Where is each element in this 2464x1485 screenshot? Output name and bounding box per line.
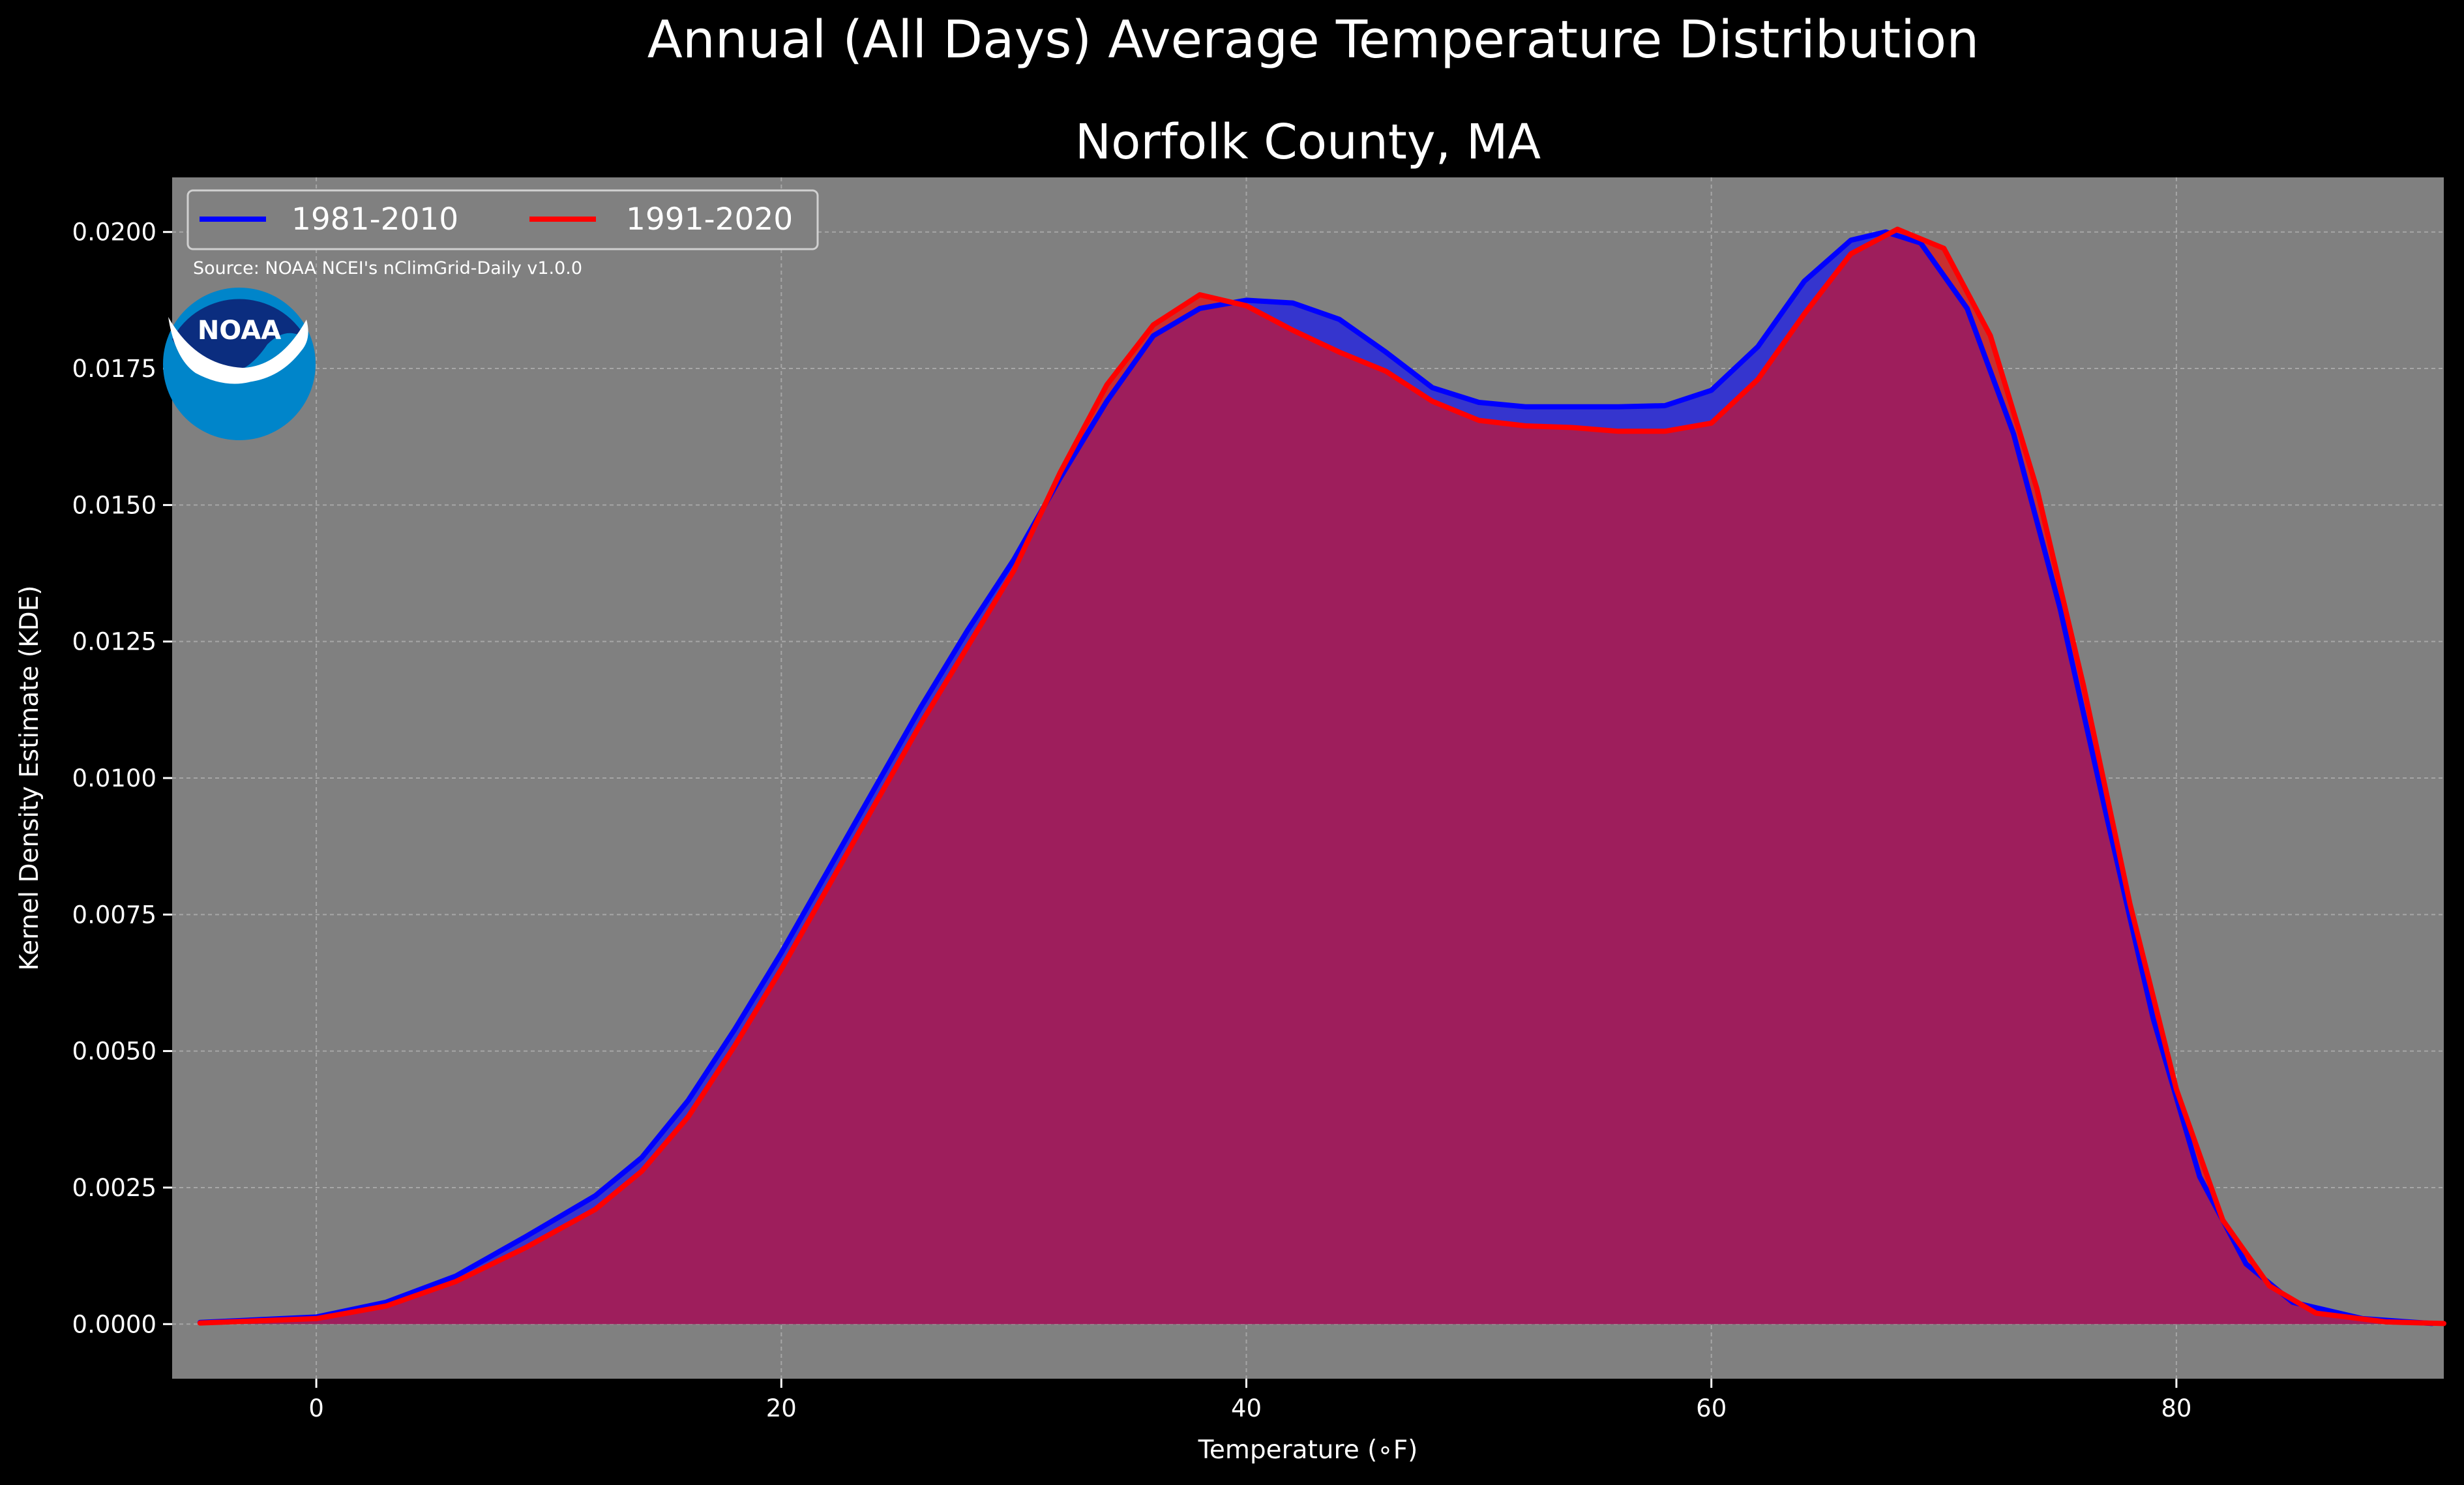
density-fills [200, 229, 2444, 1325]
y-tick-label: 0.0075 [72, 901, 156, 929]
density-lines [197, 226, 2446, 1327]
x-tick-label: 0 [308, 1394, 324, 1422]
legend-frame [186, 189, 819, 250]
y-tick-label: 0.0175 [72, 355, 156, 383]
chart-title: Annual (All Days) Average Temperature Di… [647, 10, 1980, 70]
x-tick-label: 80 [2161, 1394, 2191, 1422]
y-axis-label: Kernel Density Estimate (KDE) [15, 586, 44, 971]
legend-label-1981-2010: 1981-2010 [291, 202, 458, 237]
source-note: Source: NOAA NCEI's nClimGrid-Daily v1.0… [193, 258, 582, 278]
y-tick-label: 0.0125 [72, 628, 156, 656]
noaa-logo: NOAA [163, 288, 316, 440]
noaa-logo-gull [168, 317, 308, 384]
y-tick-label: 0.0050 [72, 1038, 156, 1066]
y-tick-label: 0.0000 [72, 1310, 156, 1338]
y-tick-label: 0.0150 [72, 491, 156, 519]
y-tick-label: 0.0100 [72, 764, 156, 792]
noaa-logo-text: NOAA [198, 316, 281, 346]
x-tick-label: 60 [1696, 1394, 1727, 1422]
x-axis: 0 20 40 60 80 [308, 1379, 2191, 1422]
line-1981-2010 [197, 229, 2435, 1327]
y-axis: 0.0000 0.0025 0.0050 0.0075 0.0100 0.0125 0.01… [72, 218, 172, 1338]
y-tick-label: 0.0200 [72, 218, 156, 247]
y-tick-label: 0.0025 [72, 1174, 156, 1202]
x-tick-label: 20 [766, 1394, 797, 1422]
legend-label-1991-2020: 1991-2020 [626, 202, 793, 237]
noaa-logo-top [172, 299, 306, 372]
line-1991-2020 [197, 226, 2446, 1327]
chart-subtitle: Norfolk County, MA [1075, 114, 1541, 170]
area-overlap [200, 232, 2433, 1325]
legend: 1981-2010 1991-2020 [186, 189, 819, 250]
x-axis-label: Temperature (∘F) [1198, 1435, 1418, 1465]
x-tick-label: 40 [1231, 1394, 1262, 1422]
